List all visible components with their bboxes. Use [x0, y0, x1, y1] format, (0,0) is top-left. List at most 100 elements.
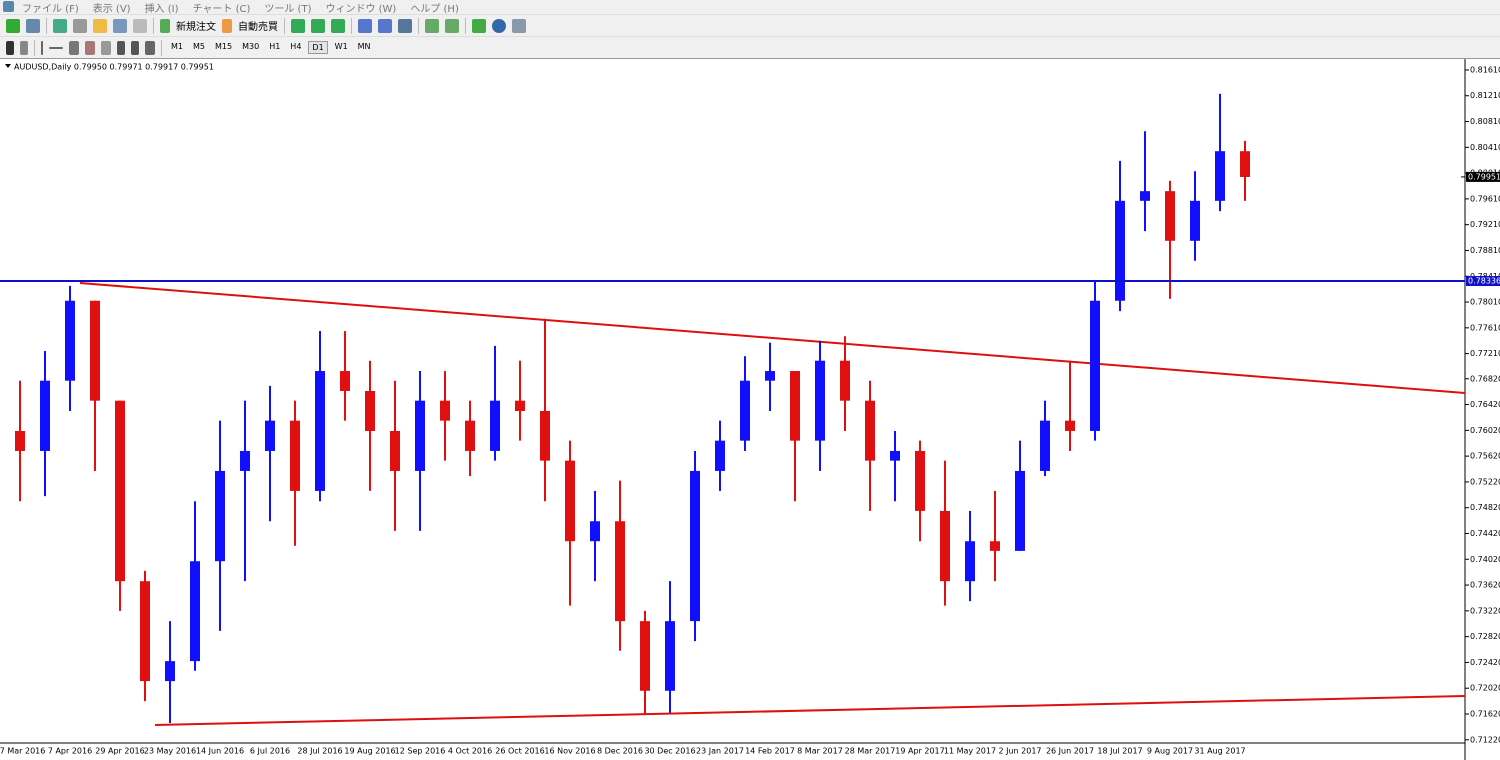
- timeframe-button[interactable]: D1: [308, 41, 328, 54]
- shift-button[interactable]: [445, 18, 459, 33]
- last-price-label: 0.79951: [1468, 172, 1500, 181]
- profiles-button[interactable]: [26, 18, 40, 33]
- separator: [46, 17, 47, 34]
- y-tick-label: 0.78810: [1470, 246, 1500, 255]
- x-tick-label: 14 Feb 2017: [745, 747, 795, 756]
- vline-button[interactable]: [41, 40, 43, 55]
- candle-body: [740, 380, 750, 441]
- y-tick-label: 0.75620: [1470, 452, 1500, 461]
- candle-body: [190, 561, 200, 662]
- candle-body: [315, 371, 325, 491]
- timeframe-button[interactable]: M5: [193, 42, 205, 51]
- y-tick-label: 0.80410: [1470, 143, 1500, 152]
- market-watch-button[interactable]: [53, 18, 67, 33]
- timeframe-button[interactable]: H4: [290, 42, 302, 51]
- app-icon: [3, 1, 14, 12]
- y-tick-label: 0.78010: [1470, 298, 1500, 307]
- candle-body: [1165, 191, 1175, 241]
- label-button[interactable]: [131, 40, 139, 55]
- candle-body: [240, 450, 250, 471]
- y-tick-label: 0.73220: [1470, 606, 1500, 615]
- auto-trading-icon: [222, 18, 232, 33]
- candle-body: [290, 420, 300, 491]
- candle-body: [540, 410, 550, 461]
- zoom-out-button[interactable]: [378, 18, 392, 33]
- timeframe-button[interactable]: H1: [269, 42, 281, 51]
- candle-body: [715, 440, 725, 471]
- separator: [418, 17, 419, 34]
- terminal-button[interactable]: [113, 18, 127, 33]
- x-tick-label: 30 Dec 2016: [644, 747, 695, 756]
- candle-body: [490, 400, 500, 451]
- candle-body: [915, 450, 925, 511]
- y-tick-label: 0.71220: [1470, 735, 1500, 744]
- x-tick-label: 19 Apr 2017: [895, 747, 944, 756]
- fibo-button[interactable]: [101, 40, 111, 55]
- y-tick-label: 0.72020: [1470, 684, 1500, 693]
- line-chart-button[interactable]: [331, 18, 345, 33]
- cursor-button[interactable]: [6, 40, 14, 55]
- y-tick-label: 0.73620: [1470, 581, 1500, 590]
- y-tick-label: 0.76820: [1470, 374, 1500, 383]
- y-tick-label: 0.80810: [1470, 117, 1500, 126]
- hline-button[interactable]: [49, 46, 63, 49]
- candle-body: [390, 430, 400, 471]
- menu-item[interactable]: ツール (T): [264, 3, 312, 15]
- candle-body: [340, 371, 350, 392]
- separator: [161, 39, 162, 56]
- menu-item[interactable]: ヘルプ (H): [410, 3, 459, 15]
- y-tick-label: 0.71620: [1470, 709, 1500, 718]
- y-tick-label: 0.77610: [1470, 323, 1500, 332]
- x-tick-label: 16 Nov 2016: [544, 747, 595, 756]
- scroll-button[interactable]: [425, 18, 439, 33]
- menu-item[interactable]: ウィンドウ (W): [325, 3, 397, 15]
- timeframe-button[interactable]: M1: [171, 42, 183, 51]
- trendline-button[interactable]: [69, 40, 79, 55]
- candle-body: [265, 420, 275, 451]
- navigator-button[interactable]: [93, 18, 107, 33]
- candle-body: [565, 460, 575, 542]
- indicators-button[interactable]: [472, 18, 486, 33]
- y-tick-label: 0.72420: [1470, 658, 1500, 667]
- candle-body: [115, 400, 125, 582]
- zoom-in-button[interactable]: [358, 18, 372, 33]
- x-tick-label: 23 May 2016: [144, 747, 196, 756]
- candle-body: [940, 510, 950, 582]
- menu-item[interactable]: チャート (C): [192, 3, 251, 15]
- candle-body: [165, 661, 175, 682]
- x-tick-label: 29 Apr 2016: [95, 747, 144, 756]
- menu-item[interactable]: 挿入 (I): [144, 3, 179, 15]
- arrows-button[interactable]: [145, 40, 155, 55]
- menu-item[interactable]: 表示 (V): [92, 3, 131, 15]
- text-button[interactable]: [117, 40, 125, 55]
- crosshair-button[interactable]: [20, 40, 28, 55]
- x-tick-label: 14 Jun 2016: [196, 747, 244, 756]
- auto-trading-button[interactable]: 自動売買: [238, 22, 278, 33]
- candle-body: [815, 360, 825, 441]
- candle-body: [65, 300, 75, 381]
- candle-body: [465, 420, 475, 451]
- candle-chart-button[interactable]: [311, 18, 325, 33]
- templates-button[interactable]: [512, 18, 526, 33]
- timeframe-button[interactable]: M15: [215, 42, 233, 51]
- timeframe-button[interactable]: W1: [334, 42, 348, 51]
- periods-button[interactable]: [492, 18, 506, 33]
- x-tick-label: 28 Mar 2017: [845, 747, 896, 756]
- data-window-button[interactable]: [73, 18, 87, 33]
- candle-body: [590, 521, 600, 542]
- candle-body: [215, 470, 225, 562]
- bar-chart-button[interactable]: [291, 18, 305, 33]
- x-tick-label: 31 Aug 2017: [1194, 747, 1245, 756]
- tester-button[interactable]: [133, 18, 147, 33]
- x-tick-label: 8 Mar 2017: [797, 747, 843, 756]
- menu-item[interactable]: ファイル (F): [22, 3, 79, 15]
- timeframe-button[interactable]: MN: [357, 42, 371, 51]
- candle-body: [1215, 151, 1225, 201]
- timeframe-button[interactable]: M30: [242, 42, 260, 51]
- channel-button[interactable]: [85, 40, 95, 55]
- candle-body: [965, 541, 975, 582]
- tile-button[interactable]: [398, 18, 412, 33]
- new-chart-button[interactable]: [6, 18, 20, 33]
- candle-body: [690, 470, 700, 622]
- new-order-button[interactable]: 新規注文: [176, 22, 216, 33]
